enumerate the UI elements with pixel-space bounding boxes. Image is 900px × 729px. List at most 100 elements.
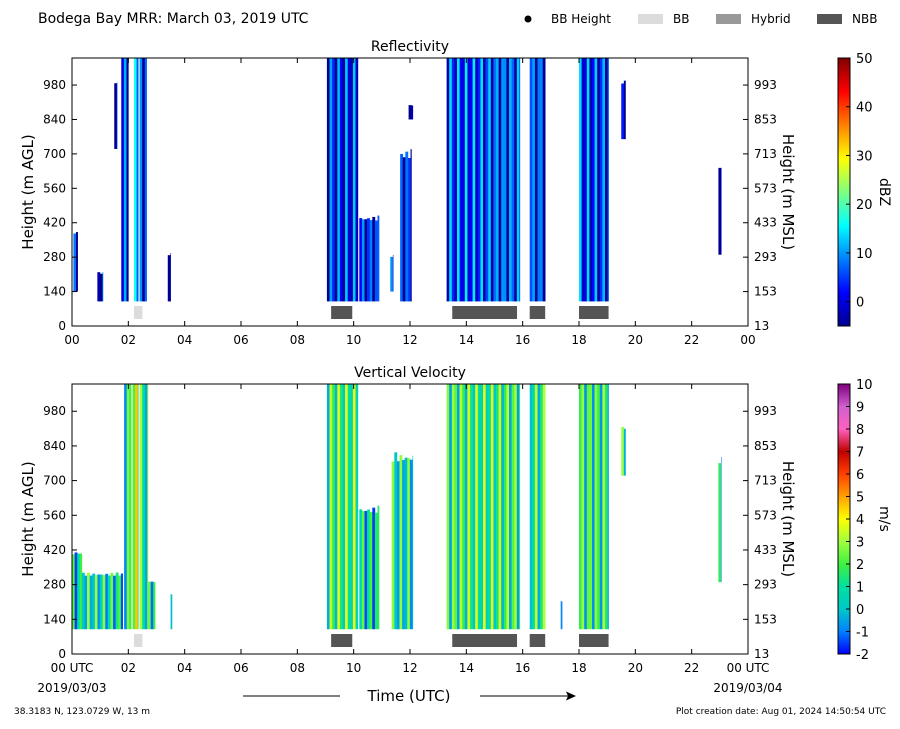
- colorbar-tick-label: 20: [856, 198, 873, 213]
- y-tick-label-left: 840: [43, 439, 66, 453]
- echo-cell: [509, 384, 512, 630]
- reflectivity-colorbar-label: dBZ: [876, 178, 892, 206]
- echo-cell: [490, 58, 494, 302]
- echo-cell: [599, 384, 603, 630]
- echo-cell: [326, 384, 330, 630]
- echo-segment: [529, 384, 546, 630]
- echo-segment: [132, 384, 139, 630]
- echo-cell: [100, 574, 103, 630]
- echo-cell: [503, 384, 507, 630]
- echo-cell: [457, 384, 460, 630]
- y-tick-label-right: 713: [754, 474, 777, 488]
- echo-cell: [464, 58, 468, 302]
- echo-cell: [607, 58, 609, 302]
- y-tick-label-left: 700: [43, 474, 66, 488]
- echo-cell: [147, 384, 149, 630]
- echo-cell: [457, 58, 460, 302]
- echo-cell: [76, 232, 78, 292]
- echo-cell: [124, 384, 128, 630]
- y-tick-label-right: 153: [754, 285, 777, 299]
- echo-cell: [446, 58, 450, 302]
- y-tick-label-left: 140: [43, 612, 66, 626]
- echo-cell: [579, 384, 582, 630]
- echo-cell: [167, 255, 171, 302]
- velocity-title: Vertical Velocity: [354, 365, 466, 381]
- plot-creation-date: Plot creation date: Aug 01, 2024 14:50:5…: [676, 707, 886, 717]
- echo-cell: [334, 384, 338, 630]
- echo-cell: [97, 272, 101, 302]
- echo-cell: [477, 384, 481, 630]
- echo-cell: [404, 457, 408, 630]
- echo-cell: [332, 384, 336, 630]
- echo-cell: [579, 58, 582, 302]
- y-tick-label-left: 980: [43, 404, 66, 418]
- echo-cell: [493, 384, 497, 630]
- echo-segment: [326, 384, 359, 630]
- echo-cell: [74, 552, 78, 630]
- echo-cell: [514, 384, 518, 630]
- echo-cell: [73, 233, 77, 292]
- echo-cell: [92, 573, 96, 630]
- x-tick-label: 16: [515, 333, 530, 347]
- echo-cell: [144, 58, 147, 302]
- echo-cell: [602, 384, 606, 630]
- reflectivity-colorbar-ticks: 0 10 20 30 40 50: [846, 52, 873, 311]
- echo-cell: [402, 460, 405, 630]
- echo-cell: [511, 58, 515, 302]
- legend-label: BB Height: [551, 12, 611, 26]
- velocity-colorbar-ticks: -2 -1 0 1 2 3 4 5 6 7 8 9 10: [846, 378, 873, 663]
- echo-cell: [477, 58, 481, 302]
- echo-cell: [135, 384, 139, 630]
- echo-segment: [579, 384, 609, 630]
- echo-cell: [350, 58, 354, 302]
- echo-cell: [496, 58, 499, 302]
- echo-cell: [597, 384, 601, 630]
- echo-cell: [488, 384, 492, 630]
- echo-cell: [72, 554, 75, 630]
- bright-band-bar-bb: [133, 306, 143, 319]
- echo-segment: [97, 272, 104, 302]
- echo-cell: [84, 575, 88, 630]
- echo-cell: [519, 384, 521, 630]
- echo-cell: [407, 458, 411, 630]
- echo-segment: [579, 58, 609, 302]
- bright-band-bar-nbb: [331, 306, 353, 319]
- echo-cell: [367, 218, 370, 302]
- echo-cell: [337, 58, 341, 302]
- echo-cell: [449, 384, 453, 630]
- x-tick-label: 04: [177, 333, 192, 347]
- echo-cell: [113, 575, 116, 630]
- x-tick-label: 12: [402, 333, 417, 347]
- echo-cell: [516, 384, 520, 630]
- x-axis-label: Time (UTC): [367, 687, 451, 705]
- echo-cell: [400, 153, 404, 302]
- y-tick-label-right: 13: [754, 319, 769, 333]
- echo-cell: [584, 58, 588, 302]
- y-tick-label-left: 560: [43, 508, 66, 522]
- echo-cell: [542, 58, 546, 302]
- echo-segment: [400, 149, 412, 302]
- echo-cell: [602, 58, 606, 302]
- y-tick-label-right: 433: [754, 216, 777, 230]
- echo-cell: [485, 384, 489, 630]
- echo-cell: [97, 574, 101, 630]
- echo-cell: [410, 149, 412, 302]
- bright-band-bar-nbb: [579, 634, 609, 647]
- reflectivity-ylabel-left: Height (m AGL): [19, 134, 37, 249]
- echo-cell: [99, 273, 103, 302]
- echo-cell: [592, 384, 595, 630]
- x-tick-label: 10: [346, 661, 361, 675]
- echo-cell: [488, 58, 492, 302]
- colorbar-tick-label: 30: [856, 149, 873, 164]
- echo-cell: [391, 461, 395, 630]
- y-tick-label-left: 420: [43, 543, 66, 557]
- colorbar-tick-label: 7: [856, 446, 864, 461]
- echo-cell: [133, 58, 137, 302]
- legend-swatch: [716, 14, 741, 24]
- echo-cell: [355, 58, 359, 302]
- echo-cell: [493, 58, 497, 302]
- echo-cell: [485, 58, 489, 302]
- bright-band-bar-nbb: [452, 306, 518, 319]
- echo-cell: [519, 58, 521, 302]
